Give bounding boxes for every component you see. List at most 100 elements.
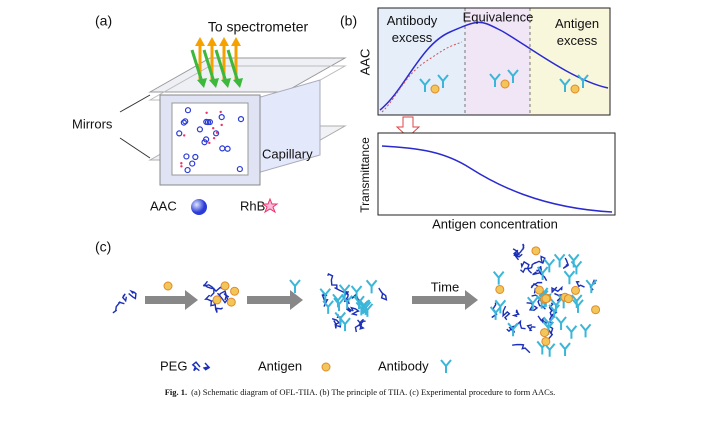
- panel-label: (a): [95, 13, 112, 29]
- particle: [189, 160, 196, 167]
- particle: [183, 153, 190, 160]
- antigen: [163, 281, 173, 291]
- process-arrow: [145, 290, 198, 310]
- antigen: [540, 328, 550, 338]
- legend-rhb: RhB: [240, 198, 265, 213]
- beam-head: [231, 37, 241, 46]
- region-bg: [530, 8, 610, 115]
- antibody: [550, 298, 562, 313]
- peg: [534, 255, 546, 264]
- aac-curve: [379, 21, 609, 111]
- process-arrow: [247, 290, 303, 310]
- particle: [219, 110, 222, 114]
- antibody: [567, 253, 580, 268]
- antibody: [553, 253, 566, 268]
- beam-head: [207, 37, 217, 46]
- antibody: [365, 279, 378, 294]
- plot-frame: [377, 132, 616, 216]
- legend-label: Antigen: [258, 358, 302, 373]
- beam-head: [219, 37, 229, 46]
- text-line: excess: [557, 33, 598, 48]
- antibody: [322, 300, 334, 314]
- antibody: [559, 78, 571, 92]
- antibody: [536, 266, 549, 281]
- y-axis-label: Transmittance: [358, 137, 372, 213]
- antibody: [585, 279, 598, 294]
- plot-frame: [377, 7, 611, 116]
- pointer: [119, 137, 151, 159]
- region-label: Equivalence: [463, 9, 534, 24]
- antibody: [559, 342, 571, 357]
- peg: [502, 305, 511, 321]
- peg: [346, 306, 353, 313]
- rhb-icon: [261, 197, 279, 214]
- caption-lead: Fig. 1.: [165, 387, 187, 397]
- peg: [331, 318, 341, 329]
- particle: [219, 145, 226, 152]
- peg: [530, 281, 543, 289]
- legend-label: PEG: [160, 358, 187, 373]
- peg: [548, 302, 556, 318]
- beam-head: [221, 78, 231, 88]
- peg: [202, 362, 211, 371]
- particle: [212, 136, 216, 140]
- capillary-window: [171, 102, 249, 176]
- antibody: [419, 78, 431, 92]
- pointer: [119, 94, 151, 113]
- caption: Fig. 1. (a) Schematic diagram of OFL-TIIA…: [165, 387, 556, 397]
- antibody: [507, 69, 519, 83]
- antibody: [565, 325, 578, 339]
- beam-head: [233, 78, 243, 88]
- particle: [183, 134, 186, 137]
- process-arrow: [412, 290, 478, 310]
- antibody: [289, 279, 301, 293]
- antibody: [572, 299, 584, 313]
- particle: [180, 165, 183, 168]
- peg: [354, 319, 365, 333]
- antibody: [489, 306, 502, 320]
- particle: [237, 116, 245, 123]
- caption-text: (a) Schematic diagram of OFL-TIIA. (b) T…: [191, 387, 555, 397]
- region-label: Antibody excess: [387, 13, 438, 45]
- beam-down: [202, 49, 216, 83]
- aac-dashed-curve: [381, 41, 463, 113]
- particle: [196, 126, 204, 133]
- particle: [220, 123, 223, 127]
- antigen: [531, 246, 541, 256]
- peg: [216, 292, 230, 304]
- particle: [201, 139, 208, 146]
- peg: [512, 343, 531, 354]
- antibody: [319, 288, 332, 302]
- beam-down: [226, 49, 240, 83]
- peg: [128, 289, 137, 300]
- particle: [211, 126, 215, 130]
- text-line: Antibody: [387, 13, 438, 28]
- antigen: [430, 84, 440, 94]
- peg: [551, 285, 563, 294]
- molecules: [112, 69, 601, 373]
- panel-label: (b): [340, 13, 357, 29]
- beam-head: [195, 37, 205, 46]
- peg: [112, 301, 125, 314]
- antibody: [492, 270, 505, 285]
- y-axis-label: AAC: [357, 49, 372, 76]
- capillary-label: Capillary: [262, 146, 313, 161]
- peg: [519, 261, 537, 274]
- antibody: [339, 317, 351, 332]
- antibody: [338, 284, 351, 298]
- antibody: [577, 74, 589, 88]
- peg: [211, 299, 224, 313]
- particle: [184, 166, 191, 174]
- peg: [203, 280, 215, 298]
- panel-c: (c) Time PEG Antigen Antibody: [95, 69, 601, 373]
- peg: [378, 287, 388, 301]
- antibody: [494, 299, 507, 314]
- beam-down: [214, 49, 228, 83]
- particle: [176, 130, 183, 137]
- antigen: [321, 362, 331, 372]
- peg: [536, 266, 548, 282]
- beams: [190, 37, 243, 88]
- peg: [327, 273, 338, 290]
- peg: [575, 281, 585, 288]
- antibody: [350, 285, 363, 299]
